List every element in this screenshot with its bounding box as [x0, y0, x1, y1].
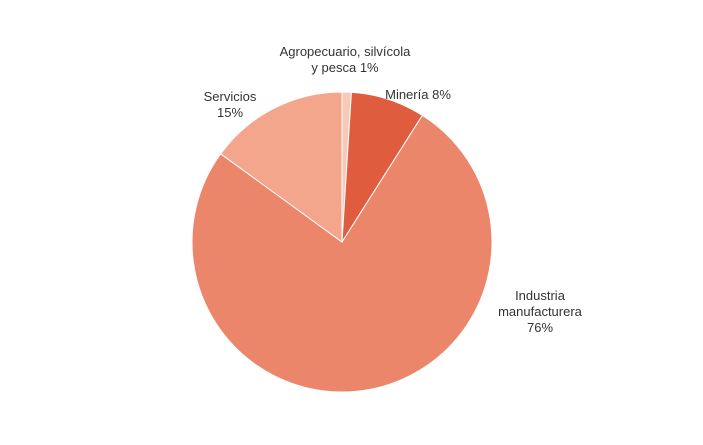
slice-label: Servicios 15%: [195, 89, 265, 121]
value-label: 1%: [359, 60, 379, 75]
category-label: Minería: [385, 87, 429, 102]
pie-slice: [191, 114, 493, 393]
category-label: Industria manufacturera: [498, 288, 582, 319]
pie-slice: [219, 91, 343, 243]
value-label: 8%: [432, 87, 451, 102]
value-label: 15%: [216, 105, 244, 120]
slice-label: Minería 8%: [383, 87, 453, 103]
value-label: 76%: [526, 320, 554, 335]
category-label: Servicios: [203, 89, 257, 104]
slice-label: Industria manufacturera 76%: [485, 288, 595, 336]
slice-label: Agropecuario, silvícola y pesca 1%: [275, 44, 415, 76]
category-label: Agropecuario, silvícola y pesca: [279, 44, 411, 75]
